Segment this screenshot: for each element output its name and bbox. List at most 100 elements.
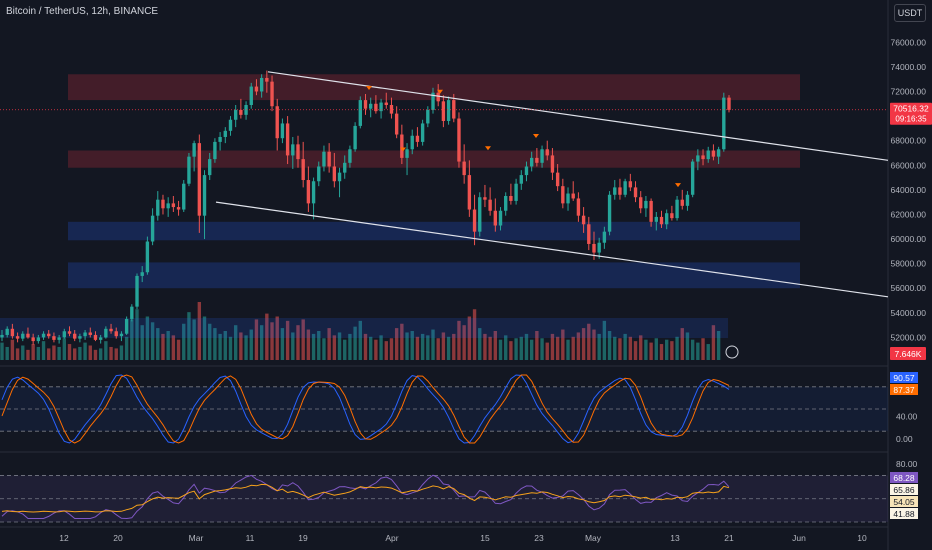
- volume-bar: [540, 338, 544, 360]
- currency-button[interactable]: USDT: [894, 4, 926, 22]
- candle-body: [685, 194, 690, 206]
- candle-body: [26, 333, 30, 338]
- candle-body: [249, 86, 253, 106]
- volume-bar: [88, 345, 92, 360]
- volume-bar: [311, 333, 316, 360]
- candle-body: [680, 199, 684, 206]
- last-price-value: 70516.32: [893, 104, 929, 114]
- volume-bar: [654, 338, 658, 360]
- volume-bar: [93, 349, 98, 360]
- candle-body: [535, 157, 539, 163]
- candle-body: [426, 109, 430, 124]
- candle-body: [73, 333, 77, 339]
- volume-bar: [233, 325, 238, 360]
- volume-bar: [581, 328, 586, 360]
- candle-body: [130, 306, 134, 319]
- volume-bar: [441, 332, 446, 360]
- candle-body: [213, 141, 217, 160]
- volume-bar: [685, 332, 690, 360]
- volume-bar: [670, 341, 674, 360]
- candle-body: [343, 162, 347, 173]
- candle-body: [529, 157, 534, 167]
- volume-bar: [701, 338, 705, 360]
- candle-body: [41, 333, 46, 338]
- volume-bar: [420, 333, 425, 360]
- candle-body: [104, 328, 108, 338]
- price-tick-label: 68000.00: [891, 136, 927, 146]
- volume-bar: [348, 333, 352, 360]
- time-tick-label: May: [585, 533, 602, 543]
- candle-body: [156, 199, 160, 216]
- volume-bar: [415, 336, 420, 360]
- time-tick-label: 12: [59, 533, 69, 543]
- candle-body: [633, 187, 638, 198]
- volume-bar: [431, 329, 435, 360]
- volume-bar: [363, 333, 368, 360]
- candle-body: [332, 166, 337, 182]
- candle-body: [493, 210, 498, 226]
- candle-body: [659, 216, 664, 225]
- candle-body: [83, 332, 87, 337]
- stoch-d-value: 87.37: [893, 385, 915, 395]
- volume-zone: [0, 318, 728, 338]
- candle-body: [441, 101, 446, 121]
- candle-body: [519, 175, 523, 184]
- volume-bar: [213, 328, 217, 360]
- volume-bar: [659, 344, 664, 360]
- candle-body: [47, 333, 51, 337]
- candle-body: [488, 199, 492, 211]
- volume-bar: [529, 339, 534, 360]
- candle-body: [597, 242, 601, 253]
- volume-bar: [452, 333, 456, 360]
- trendline-lower: [215, 201, 889, 298]
- candle-body: [223, 130, 227, 137]
- candle-body: [524, 166, 529, 176]
- support-resistance-zone: [68, 262, 800, 289]
- volume-bar: [706, 344, 710, 360]
- candle-body: [182, 183, 186, 210]
- price-tick-label: 60000.00: [891, 234, 927, 244]
- rsi-value-label: 41.88: [893, 509, 915, 519]
- price-tick-label: 76000.00: [891, 37, 927, 47]
- candle-body: [306, 180, 311, 204]
- volume-bar: [493, 331, 498, 360]
- volume-bar: [623, 333, 627, 360]
- volume-bar: [52, 345, 56, 360]
- volume-bar: [62, 338, 67, 360]
- candle-body: [10, 328, 15, 337]
- candle-body: [98, 337, 103, 340]
- candle-body: [436, 92, 440, 102]
- candle-body: [446, 100, 451, 121]
- candle-body: [675, 199, 679, 219]
- price-tick-label: 62000.00: [891, 209, 927, 219]
- candle-body: [301, 159, 305, 181]
- volume-bar: [140, 325, 144, 360]
- price-tick-label: 64000.00: [891, 185, 927, 195]
- volume-bar: [524, 333, 529, 360]
- candle-body: [322, 151, 326, 167]
- price-tick-label: 74000.00: [891, 62, 927, 72]
- time-tick-label: 10: [857, 533, 867, 543]
- volume-bar: [535, 331, 539, 360]
- candle-body: [15, 336, 20, 339]
- volume-bar: [202, 316, 207, 360]
- volume-bar: [467, 316, 472, 360]
- volume-bar: [696, 342, 700, 360]
- support-resistance-zone: [68, 221, 800, 241]
- volume-bar: [327, 328, 331, 360]
- rsi-badge: [890, 484, 918, 495]
- candle-body: [259, 77, 264, 92]
- volume-label-value: 7.646K: [895, 349, 922, 359]
- volume-bar: [166, 331, 170, 360]
- time-tick-label: Jun: [792, 533, 806, 543]
- candle-body: [280, 123, 285, 139]
- volume-bar: [488, 336, 492, 360]
- volume-bar: [156, 328, 160, 360]
- candle-body: [415, 135, 420, 142]
- volume-bar: [576, 332, 581, 360]
- candle-body: [483, 197, 487, 200]
- candle-body: [358, 100, 362, 126]
- volume-bar: [218, 333, 222, 360]
- volume-bar: [291, 332, 295, 360]
